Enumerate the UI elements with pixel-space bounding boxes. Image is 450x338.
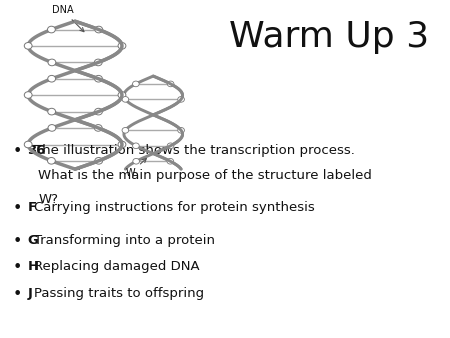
Circle shape <box>48 26 55 33</box>
Text: W: W <box>126 159 146 178</box>
Circle shape <box>48 158 55 164</box>
Circle shape <box>118 141 126 148</box>
Text: •: • <box>13 287 22 302</box>
Circle shape <box>94 59 102 66</box>
Circle shape <box>95 26 103 33</box>
Circle shape <box>94 108 103 115</box>
Circle shape <box>24 92 32 98</box>
Text: J: J <box>27 287 32 300</box>
Circle shape <box>48 75 56 82</box>
Text: •: • <box>13 144 22 159</box>
Circle shape <box>48 125 56 131</box>
Circle shape <box>133 143 139 149</box>
Circle shape <box>118 92 126 98</box>
Text: G: G <box>27 234 38 247</box>
Text: Carrying instructions for protein synthesis: Carrying instructions for protein synthe… <box>34 201 315 214</box>
Circle shape <box>24 141 32 148</box>
Text: •: • <box>13 234 22 249</box>
Circle shape <box>94 75 103 82</box>
Circle shape <box>167 143 174 149</box>
Circle shape <box>95 158 103 164</box>
Circle shape <box>94 125 102 131</box>
Circle shape <box>133 159 140 164</box>
Circle shape <box>48 108 56 115</box>
Text: F: F <box>27 201 36 214</box>
Circle shape <box>122 127 129 133</box>
Circle shape <box>118 43 126 49</box>
Circle shape <box>122 97 129 102</box>
Text: Transforming into a protein: Transforming into a protein <box>34 234 215 247</box>
Circle shape <box>48 59 56 66</box>
Text: W?: W? <box>38 193 58 207</box>
Circle shape <box>24 43 32 49</box>
Text: Replacing damaged DNA: Replacing damaged DNA <box>34 261 199 273</box>
Text: Passing traits to offspring: Passing traits to offspring <box>34 287 204 300</box>
Circle shape <box>167 159 174 164</box>
Text: 36: 36 <box>27 144 46 157</box>
Text: •: • <box>13 201 22 216</box>
Circle shape <box>133 81 139 87</box>
Text: What is the main purpose of the structure labeled: What is the main purpose of the structur… <box>38 169 372 182</box>
Text: The illustration shows the transcription process.: The illustration shows the transcription… <box>35 144 356 157</box>
Text: DNA: DNA <box>52 5 84 32</box>
Circle shape <box>178 127 184 133</box>
Text: H: H <box>27 261 39 273</box>
Text: •: • <box>13 261 22 275</box>
Circle shape <box>167 81 174 87</box>
Circle shape <box>178 97 184 102</box>
Text: Warm Up 3: Warm Up 3 <box>230 20 430 54</box>
